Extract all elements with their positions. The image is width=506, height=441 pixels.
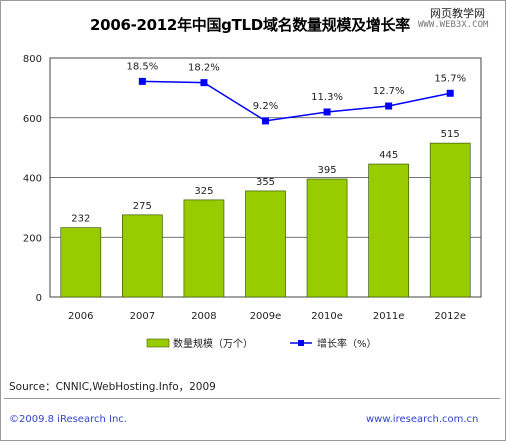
line-point (323, 108, 331, 116)
growth-line (142, 80, 451, 122)
line-value-label: 18.5% (126, 61, 158, 72)
line-point (262, 117, 269, 125)
bar-labels: 232 275 325 355 395 445 515 (71, 129, 460, 225)
x-tick-label: 2009e (250, 311, 282, 322)
bar (368, 163, 409, 298)
chart: 0 200 400 600 800 232 275 325 355 395 445 515 18.5… (23, 54, 482, 350)
x-tick-label: 2010e (311, 311, 343, 322)
legend-bar-label: 数量规模（万个） (173, 337, 253, 350)
y-tick-label: 0 (36, 293, 42, 304)
bar (245, 190, 286, 298)
bar-value-label: 355 (256, 177, 275, 188)
bar (429, 142, 471, 298)
line-point (385, 102, 393, 110)
bar-value-label: 325 (194, 186, 213, 197)
y-tick-label: 200 (23, 233, 42, 244)
watermark-url: WWW.WEB3X.COM (418, 20, 489, 30)
x-tick-label: 2012e (434, 311, 466, 322)
line-series (138, 77, 454, 125)
bar (122, 214, 163, 298)
copyright-text: ©2009.8 iResearch Inc. (9, 414, 127, 425)
y-tick-label: 600 (23, 114, 42, 125)
line-point (138, 77, 146, 85)
bar (183, 199, 225, 298)
legend: 数量规模（万个） 增长率（%） (146, 337, 377, 350)
bar (60, 227, 102, 298)
bar-value-label: 445 (379, 150, 398, 161)
bar-value-label: 232 (71, 214, 90, 225)
divider (4, 398, 500, 399)
line-value-label: 12.7% (373, 86, 405, 97)
bar-value-label: 395 (318, 165, 337, 176)
chart-title: 2006-2012年中国gTLD域名数量规模及增长率 (90, 16, 410, 34)
line-value-label: 11.3% (311, 92, 343, 103)
x-tick-label: 2011e (373, 311, 405, 322)
line-point (200, 79, 208, 87)
website-link[interactable]: www.iresearch.com.cn (366, 414, 479, 425)
line-value-label: 15.7% (434, 73, 466, 84)
y-axis-ticks: 0 200 400 600 800 (23, 54, 42, 304)
y-tick-label: 400 (23, 174, 42, 185)
source-note: Source：CNNIC,WebHosting.Info，2009 (9, 381, 216, 393)
legend-line-marker (298, 340, 304, 346)
bar (306, 178, 348, 298)
legend-bar-swatch (146, 338, 170, 348)
watermark-text: 网页教学网 (430, 7, 485, 20)
x-axis-ticks: 2006 2007 2008 2009e 2010e 2011e 2012e (68, 311, 466, 322)
legend-line-label: 增长率（%） (317, 337, 377, 350)
bar-value-label: 515 (441, 129, 460, 140)
x-tick-label: 2006 (68, 311, 93, 322)
bar-value-label: 275 (133, 201, 152, 212)
line-point (446, 89, 454, 97)
line-labels: 18.5% 18.2% 9.2% 11.3% 12.7% 15.7% (126, 61, 466, 112)
line-value-label: 18.2% (188, 63, 220, 74)
bar-series (60, 142, 471, 298)
line-value-label: 9.2% (253, 101, 278, 112)
x-tick-label: 2008 (191, 311, 216, 322)
x-tick-label: 2007 (130, 311, 155, 322)
y-tick-label: 800 (23, 54, 42, 65)
